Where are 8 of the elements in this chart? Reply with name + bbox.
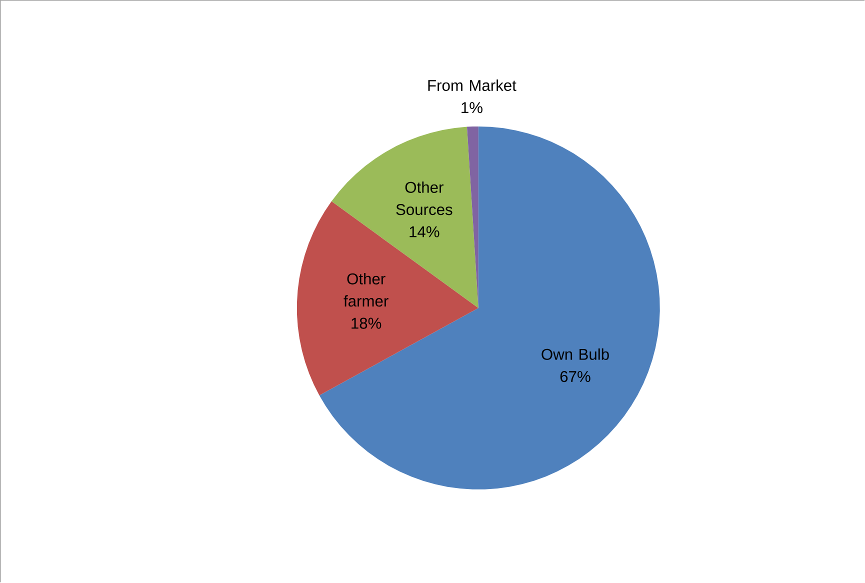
data-label: 18% — [352, 318, 382, 329]
slice-label: Own Bulb — [542, 348, 609, 360]
slice-label: Other Sources — [396, 182, 452, 216]
data-label: 1% — [462, 102, 482, 114]
data-label: 67% — [560, 371, 590, 382]
data-label: 14% — [410, 226, 440, 238]
slice-label: From Market — [428, 80, 516, 92]
slice-label: Other farmer — [344, 273, 388, 307]
